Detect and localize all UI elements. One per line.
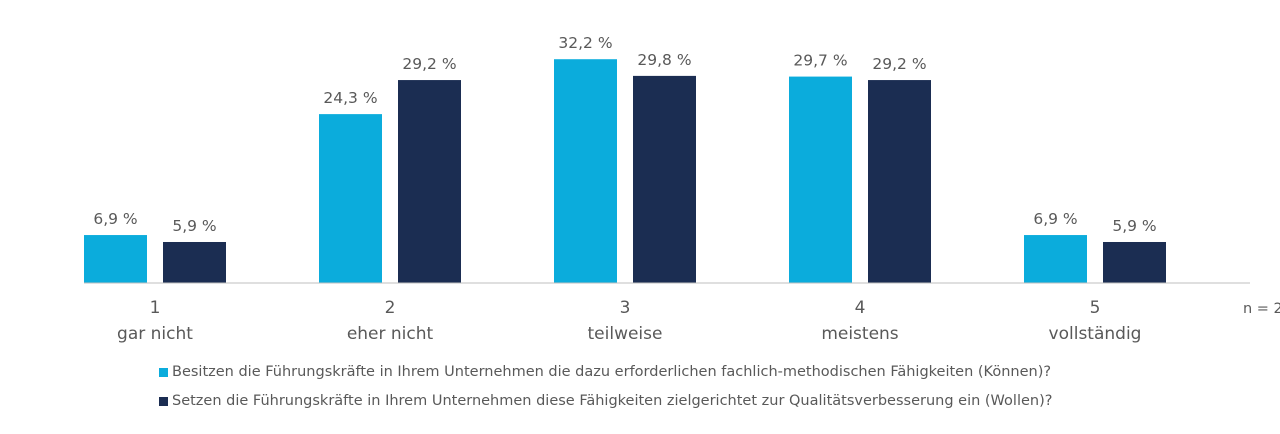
category-number-3: 3 [620, 298, 631, 318]
bar-wollen-5 [1103, 241, 1166, 283]
value-label-wollen-4: 29,2 % [872, 55, 926, 73]
category-label-4: meistens [821, 324, 898, 344]
value-label-koennen-1: 6,9 % [93, 210, 137, 228]
category-label-2: eher nicht [347, 324, 434, 344]
category-label-5: vollständig [1049, 324, 1142, 344]
value-labels-layer: 6,9 % 5,9 % 24,3 % 29,2 % 32,2 % 29,8 % 29,7 %… [93, 34, 1156, 235]
legend-swatch-koennen [159, 368, 168, 377]
category-label-1: gar nicht [117, 324, 193, 344]
value-label-wollen-2: 29,2 % [402, 55, 456, 73]
value-label-wollen-3: 29,8 % [637, 51, 691, 69]
legend-item-koennen: Besitzen die Führungskräfte in Ihrem Unt… [159, 358, 1052, 387]
category-number-1: 1 [150, 298, 161, 318]
bar-koennen-3 [554, 59, 617, 284]
value-label-koennen-4: 29,7 % [793, 52, 847, 70]
bar-koennen-5 [1024, 235, 1087, 283]
value-label-koennen-2: 24,3 % [323, 89, 377, 107]
bars-layer [84, 59, 1166, 284]
bar-koennen-2 [319, 114, 382, 284]
category-label-3: teilweise [588, 324, 663, 344]
bar-wollen-4 [868, 80, 931, 283]
bar-wollen-2 [398, 80, 461, 283]
legend: Besitzen die Führungskräfte in Ihrem Unt… [159, 358, 1052, 416]
bar-wollen-3 [633, 75, 696, 283]
legend-label-wollen: Setzen die Führungskräfte in Ihrem Unter… [172, 393, 1053, 409]
category-number-4: 4 [855, 298, 866, 318]
bar-koennen-4 [789, 76, 852, 284]
value-label-koennen-3: 32,2 % [558, 34, 612, 52]
category-labels-layer: 1 gar nicht 2 eher nicht 3 teilweise 4 meistens… [117, 298, 1141, 344]
legend-swatch-wollen [159, 397, 168, 406]
category-number-2: 2 [385, 298, 396, 318]
sample-size-note: n = 202 [1243, 301, 1280, 317]
value-label-wollen-5: 5,9 % [1112, 217, 1156, 235]
value-label-wollen-1: 5,9 % [172, 217, 216, 235]
category-number-5: 5 [1090, 298, 1101, 318]
legend-item-wollen: Setzen die Führungskräfte in Ihrem Unter… [159, 387, 1052, 416]
bar-koennen-1 [84, 235, 147, 283]
bar-wollen-1 [163, 241, 226, 283]
legend-label-koennen: Besitzen die Führungskräfte in Ihrem Unt… [172, 364, 1052, 380]
value-label-koennen-5: 6,9 % [1033, 210, 1077, 228]
